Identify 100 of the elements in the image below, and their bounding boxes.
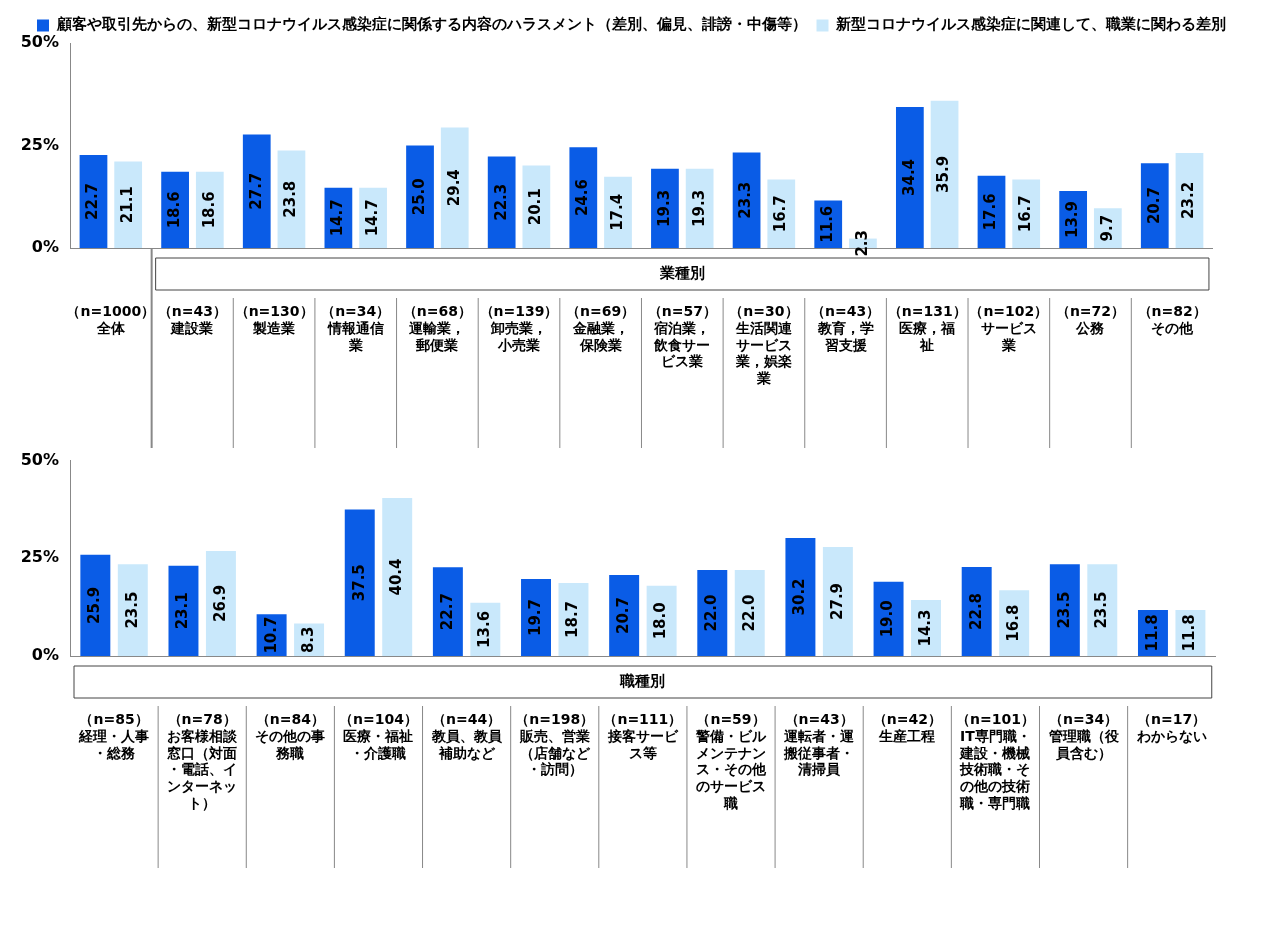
data-label: 35.9 — [934, 155, 953, 193]
x-tick-label: （n=43）運転者・運搬従事者・清掃員 — [783, 711, 856, 778]
data-label: 23.8 — [281, 180, 300, 218]
bar — [168, 565, 199, 656]
x-tick-label: （n=1000）全体 — [66, 303, 156, 336]
x-tick-label: （n=68）運輸業，郵便業 — [402, 303, 472, 353]
bar — [406, 145, 434, 248]
bar — [242, 134, 271, 248]
data-label: 11.8 — [1142, 614, 1161, 652]
bar — [685, 168, 714, 248]
bar — [822, 546, 853, 656]
bar — [930, 100, 959, 248]
y-tick-label: 0% — [31, 237, 59, 257]
data-label: 22.3 — [491, 183, 510, 221]
data-label: 16.7 — [1016, 195, 1035, 233]
data-label: 27.7 — [246, 172, 265, 210]
data-label: 23.5 — [1092, 591, 1111, 629]
x-tick-label: （n=43）建設業 — [157, 303, 228, 336]
x-tick-label: （n=42）生産工程 — [872, 711, 942, 744]
data-label: 24.6 — [573, 179, 592, 217]
x-tick-label: （n=131）医療，福祉 — [887, 303, 967, 353]
x-tick-label: （n=139）卸売業，小売業 — [479, 303, 559, 353]
x-tick-label: （n=17）わからない — [1135, 711, 1207, 744]
data-label: 18.0 — [651, 602, 670, 640]
bar — [382, 498, 413, 656]
data-label: 22.7 — [83, 182, 102, 220]
data-label: 9.7 — [1097, 214, 1116, 242]
bar — [487, 156, 516, 248]
bar — [205, 550, 236, 656]
data-label: 16.7 — [771, 195, 790, 233]
bar — [80, 554, 111, 656]
data-label: 14.7 — [362, 199, 381, 237]
data-label: 19.3 — [654, 189, 673, 227]
x-tick-label: （n=59）警備・ビルメンテナンス・その他のサービス職 — [695, 711, 768, 812]
data-label: 18.6 — [165, 191, 183, 229]
x-tick-label: （n=57）宿泊業，飲食サービス業 — [647, 303, 717, 370]
legend-label: 新型コロナウイルス感染症に関連して、職業に関わる差別 — [835, 15, 1226, 34]
data-label: 19.7 — [525, 599, 544, 637]
x-tick-label: （n=78）お客様相談窓口（対面・電話、インターネット） — [167, 711, 239, 812]
data-label: 18.7 — [563, 600, 582, 638]
bar — [1087, 564, 1118, 656]
data-label: 26.9 — [210, 584, 229, 622]
bar — [1140, 163, 1169, 248]
x-tick-label: （n=104）医療・福祉・介護職 — [339, 711, 418, 761]
x-tick-label: （n=34）情報通信業 — [321, 303, 391, 353]
legend-label: 顧客や取引先からの、新型コロナウイルス感染症に関係する内容のハラスメント（差別、偏見、誹謗・中傷等） — [55, 15, 807, 34]
data-label: 27.9 — [827, 582, 846, 620]
data-label: 21.1 — [118, 186, 137, 224]
bar — [1049, 564, 1080, 656]
x-tick-label: （n=44）教員、教員補助など — [430, 711, 503, 761]
data-label: 19.3 — [689, 189, 708, 227]
bar — [895, 106, 924, 248]
text: 業種別 — [658, 263, 705, 282]
bar — [609, 575, 640, 656]
data-label: 17.6 — [981, 193, 1000, 231]
data-label: 14.7 — [328, 199, 347, 237]
x-tick-label: （n=30）生活関連サービス業，娯楽業 — [729, 303, 799, 387]
data-label: 23.5 — [122, 591, 141, 629]
data-label: 23.5 — [1054, 591, 1073, 629]
data-label: 8.3 — [298, 626, 317, 654]
x-tick-label: （n=72）公務 — [1055, 303, 1126, 336]
data-label: 13.6 — [475, 610, 494, 648]
data-label: 17.4 — [607, 193, 626, 231]
data-label: 30.2 — [790, 578, 809, 616]
y-tick-label: 50% — [20, 32, 59, 52]
y-tick-label: 50% — [20, 449, 59, 469]
bar — [432, 567, 463, 656]
x-tick-label: （n=43）教育，学習支援 — [810, 303, 881, 353]
data-label: 40.4 — [387, 558, 406, 596]
bar — [569, 147, 598, 248]
data-label: 22.0 — [702, 594, 721, 632]
bar — [117, 564, 148, 656]
data-label: 20.1 — [526, 188, 545, 226]
x-tick-label: （n=69）金融業，保険業 — [566, 303, 636, 353]
x-tick-label: （n=102）サービス業 — [969, 303, 1049, 353]
data-label: 22.7 — [437, 593, 456, 631]
x-tick-label: （n=130）製造業 — [234, 303, 314, 336]
x-tick-label: （n=101）IT専門職・建設・機械技術職・その他の技術職・専門職 — [955, 711, 1035, 812]
y-tick-label: 25% — [20, 134, 59, 154]
data-label: 25.0 — [409, 178, 428, 216]
y-tick-label: 0% — [31, 645, 59, 665]
data-label: 11.6 — [818, 205, 837, 243]
data-label: 22.8 — [966, 592, 985, 630]
x-tick-label: （n=34）管理職（役員含む） — [1047, 711, 1120, 761]
data-label: 29.4 — [444, 169, 463, 207]
bar — [521, 579, 551, 656]
x-tick-label: （n=85）経理・人事・総務 — [78, 711, 150, 761]
bar — [440, 127, 469, 248]
x-tick-label: （n=198）販売、営業（店舗など・訪問） — [515, 711, 595, 778]
text: 職種別 — [619, 671, 666, 690]
data-label: 13.9 — [1063, 201, 1082, 239]
data-label: 23.2 — [1179, 181, 1198, 219]
data-label: 34.4 — [899, 158, 918, 196]
bar — [344, 509, 375, 656]
data-label: 23.1 — [173, 592, 192, 630]
data-label: 14.3 — [915, 609, 934, 647]
x-tick-label: （n=84）その他の事務職 — [255, 711, 326, 761]
bar — [522, 165, 551, 248]
bar — [961, 566, 992, 656]
bar — [785, 537, 816, 656]
